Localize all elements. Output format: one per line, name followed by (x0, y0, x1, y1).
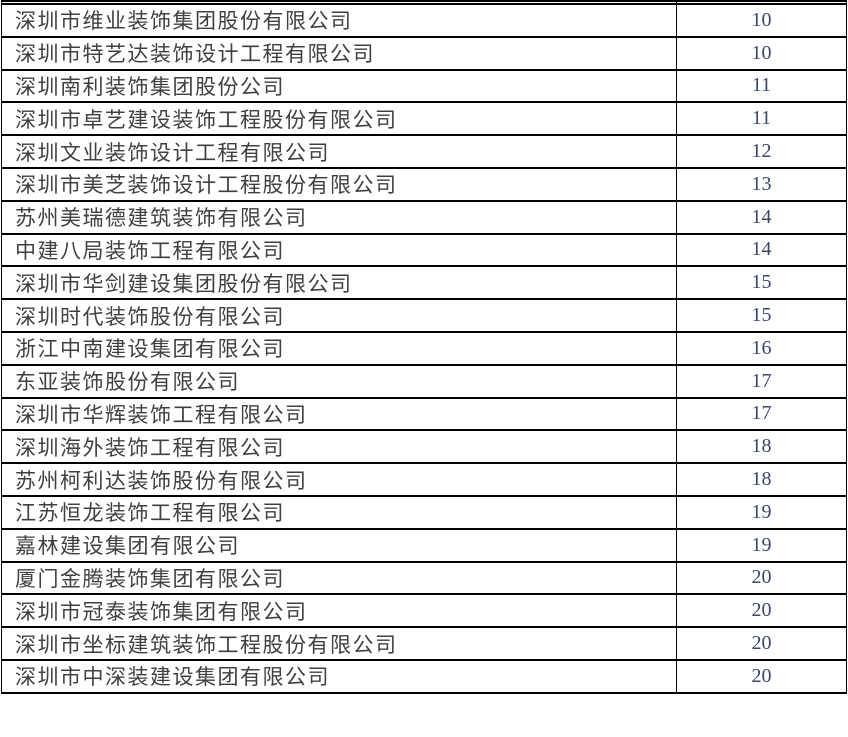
value-cell: 14 (676, 199, 847, 235)
company-name-cell: 江苏恒龙装饰工程有限公司 (1, 494, 677, 530)
table-row: 苏州美瑞德建筑装饰有限公司 14 (1, 199, 847, 235)
value-cell: 10 (676, 35, 847, 71)
table-row: 嘉林建设集团有限公司 19 (1, 527, 847, 563)
table-body: 深圳市维业装饰集团股份有限公司 10 深圳市特艺达装饰设计工程有限公司 10 深… (1, 0, 847, 694)
table-row: 深圳市华辉装饰工程有限公司 17 (1, 396, 847, 432)
value-cell: 18 (676, 462, 847, 497)
company-name-cell: 深圳市维业装饰集团股份有限公司 (1, 3, 677, 38)
company-name-cell: 深圳市特艺达装饰设计工程有限公司 (1, 35, 677, 71)
table-row: 深圳市中深装建设集团有限公司 20 (1, 658, 847, 694)
value-cell: 15 (676, 298, 847, 333)
value-cell: 14 (676, 232, 847, 268)
value-cell: 13 (676, 166, 847, 202)
value-cell: 16 (676, 330, 847, 366)
company-name-cell: 东亚装饰股份有限公司 (1, 363, 677, 399)
company-name-cell: 深圳时代装饰股份有限公司 (1, 298, 677, 333)
value-cell: 11 (676, 101, 847, 137)
value-cell: 20 (676, 560, 847, 596)
value-cell: 11 (676, 68, 847, 104)
company-name-cell: 嘉林建设集团有限公司 (1, 527, 677, 563)
table-row: 东亚装饰股份有限公司 17 (1, 363, 847, 399)
company-name-cell: 深圳文业装饰设计工程有限公司 (1, 134, 677, 169)
value-cell: 10 (676, 3, 847, 38)
company-name-cell: 深圳市坐标建筑装饰工程股份有限公司 (1, 626, 677, 661)
value-cell: 17 (676, 363, 847, 399)
table-row: 深圳市维业装饰集团股份有限公司 10 (1, 3, 847, 38)
table-row: 深圳文业装饰设计工程有限公司 12 (1, 134, 847, 169)
company-name-cell: 中建八局装饰工程有限公司 (1, 232, 677, 268)
table-row: 厦门金腾装饰集团有限公司 20 (1, 560, 847, 596)
company-name-cell: 深圳市华剑建设集团股份有限公司 (1, 265, 677, 301)
table-row: 深圳市卓艺建设装饰工程股份有限公司 11 (1, 101, 847, 137)
table-row: 深圳南利装饰集团股份公司 11 (1, 68, 847, 104)
company-name-cell: 苏州美瑞德建筑装饰有限公司 (1, 199, 677, 235)
table-row: 深圳市坐标建筑装饰工程股份有限公司 20 (1, 626, 847, 661)
table-row: 苏州柯利达装饰股份有限公司 18 (1, 462, 847, 497)
value-cell: 15 (676, 265, 847, 301)
clipped-value-cell (676, 0, 847, 5)
table-row: 浙江中南建设集团有限公司 16 (1, 330, 847, 366)
clipped-top-row (1, 0, 847, 5)
value-cell: 19 (676, 494, 847, 530)
company-name-cell: 深圳市冠泰装饰集团有限公司 (1, 593, 677, 629)
table-row: 深圳市冠泰装饰集团有限公司 20 (1, 593, 847, 629)
value-cell: 18 (676, 429, 847, 465)
company-name-cell: 深圳市华辉装饰工程有限公司 (1, 396, 677, 432)
company-name-cell: 厦门金腾装饰集团有限公司 (1, 560, 677, 596)
company-table: 深圳市维业装饰集团股份有限公司 10 深圳市特艺达装饰设计工程有限公司 10 深… (1, 0, 847, 694)
company-name-cell: 深圳海外装饰工程有限公司 (1, 429, 677, 465)
company-name-cell: 深圳市美芝装饰设计工程股份有限公司 (1, 166, 677, 202)
value-cell: 17 (676, 396, 847, 432)
value-cell: 12 (676, 134, 847, 169)
company-name-cell: 深圳南利装饰集团股份公司 (1, 68, 677, 104)
company-name-cell: 苏州柯利达装饰股份有限公司 (1, 462, 677, 497)
value-cell: 20 (676, 658, 847, 694)
table-row: 深圳市美芝装饰设计工程股份有限公司 13 (1, 166, 847, 202)
value-cell: 20 (676, 593, 847, 629)
company-name-cell: 浙江中南建设集团有限公司 (1, 330, 677, 366)
table-row: 江苏恒龙装饰工程有限公司 19 (1, 494, 847, 530)
table-row: 深圳市特艺达装饰设计工程有限公司 10 (1, 35, 847, 71)
table-row: 深圳海外装饰工程有限公司 18 (1, 429, 847, 465)
company-name-cell: 深圳市中深装建设集团有限公司 (1, 658, 677, 694)
company-name-cell: 深圳市卓艺建设装饰工程股份有限公司 (1, 101, 677, 137)
value-cell: 20 (676, 626, 847, 661)
table-row: 深圳时代装饰股份有限公司 15 (1, 298, 847, 333)
table-row: 中建八局装饰工程有限公司 14 (1, 232, 847, 268)
table-row: 深圳市华剑建设集团股份有限公司 15 (1, 265, 847, 301)
value-cell: 19 (676, 527, 847, 563)
